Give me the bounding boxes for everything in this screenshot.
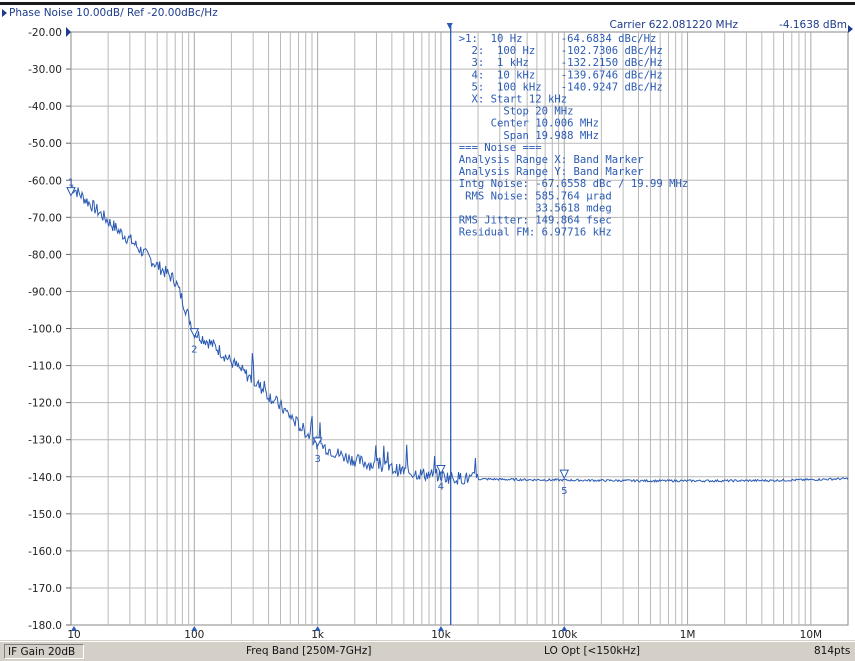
marker-triangle <box>66 187 76 197</box>
marker-label: 4 <box>438 482 444 493</box>
y-tick-label: -90.00 <box>28 286 62 298</box>
carrier-frequency: Carrier 622.081220 MHz <box>609 19 738 31</box>
phase-noise-trace <box>71 185 849 485</box>
y-tick-label: -50.00 <box>28 138 62 150</box>
readout-line: Stop 20 MHz <box>459 106 574 118</box>
readout-line: RMS Noise: 585.764 µrad <box>459 190 612 202</box>
axis-marker-icon <box>437 626 444 631</box>
readout-line: RMS Jitter: 149.864 fsec <box>459 215 612 227</box>
readout-line: Analysis Range X: Band Marker <box>459 154 644 166</box>
x-tick-label: 10M <box>800 629 822 640</box>
axis-marker-icon <box>561 626 568 631</box>
readout-line: X: Start 12 kHz <box>459 94 567 106</box>
scroll-right-icon[interactable] <box>848 25 853 33</box>
readout-line: 4: 10 kHz -139.6746 dBc/Hz <box>459 69 663 81</box>
y-tick-label: -140.0 <box>28 472 62 484</box>
x-tick-label: 10 <box>67 629 80 640</box>
y-tick-label: -60.00 <box>28 175 62 187</box>
y-tick-label: -170.0 <box>28 583 62 595</box>
y-tick-label: -130.0 <box>28 435 62 447</box>
top-border <box>0 2 855 5</box>
marker-triangle <box>436 465 446 475</box>
x-tick-label: 100 <box>184 629 204 640</box>
marker-label: 5 <box>561 486 567 497</box>
readout-line: >1: 10 Hz -64.6834 dBc/Hz <box>459 33 657 45</box>
y-tick-label: -30.00 <box>28 64 62 76</box>
phase-noise-chart[interactable]: -20.00 -30.00 -40.00 -50.00 -60.00 -70.00 -80.… <box>0 0 855 640</box>
chart-header: Phase Noise 10.00dB/ Ref -20.00dBc/Hz Ca… <box>2 7 853 37</box>
analysis-range <box>446 23 453 625</box>
axis-marker-icon <box>314 626 321 631</box>
phase-noise-display: -20.00 -30.00 -40.00 -50.00 -60.00 -70.00 -80.… <box>0 0 855 640</box>
channel-arrow-icon <box>2 9 7 17</box>
readout-line: 33.5618 mdeg <box>459 202 612 214</box>
freq-band-status[interactable]: Freq Band [250M-7GHz] <box>246 645 372 657</box>
y-tick-label: -20.00 <box>28 27 62 39</box>
y-tick-label: -110.0 <box>28 361 62 373</box>
x-tick-label: 100k <box>551 629 578 640</box>
x-tick-label: 1k <box>311 629 325 640</box>
x-tick-label: 1M <box>680 629 696 640</box>
lo-opt-status[interactable]: LO Opt [<150kHz] <box>544 645 640 657</box>
axis-marker-icon <box>71 626 77 631</box>
marker-triangle <box>559 469 570 480</box>
y-tick-label: -150.0 <box>28 509 62 521</box>
readout-line: Span 19.988 MHz <box>459 130 599 142</box>
marker-readout: >1: 10 Hz -64.6834 dBc/Hz 2: 100 Hz -102… <box>459 33 689 239</box>
marker-label: 2 <box>191 345 197 356</box>
y-tick-label: -80.00 <box>28 249 62 261</box>
marker-label: 3 <box>314 454 320 465</box>
carrier-power: -4.1638 dBm <box>779 19 847 31</box>
y-tick-label: -40.00 <box>28 101 62 113</box>
readout-line: 5: 100 kHz -140.9247 dBc/Hz <box>459 81 663 93</box>
readout-line: 3: 1 kHz -132.2150 dBc/Hz <box>459 57 663 69</box>
axis-marker-icon <box>191 626 198 631</box>
readout-line: Analysis Range Y: Band Marker <box>459 166 644 178</box>
marker-triangle <box>312 437 323 448</box>
readout-line: Intg Noise: -67.6558 dBc / 19.99 MHz <box>459 178 689 190</box>
trace <box>71 185 849 485</box>
y-axis-ticks: -20.00 -30.00 -40.00 -50.00 -60.00 -70.00 -80.… <box>28 27 71 632</box>
status-bar: IF Gain 20dB Freq Band [250M-7GHz] LO Op… <box>0 641 855 661</box>
markers: 1 2 3 4 5 <box>66 178 570 631</box>
y-tick-label: -100.0 <box>28 324 62 336</box>
x-axis-ticks: 10 100 1k 10k 100k 1M 10M <box>67 629 822 640</box>
range-start-icon <box>446 23 453 29</box>
readout-line: === Noise === <box>459 142 542 154</box>
grid-lines <box>70 31 849 626</box>
y-tick-label: -160.0 <box>28 546 62 558</box>
readout-line: Residual FM: 6.97716 kHz <box>459 227 612 239</box>
x-tick-label: 10k <box>431 629 451 640</box>
points-status: 814pts <box>814 645 851 657</box>
y-tick-label: -180.0 <box>28 620 62 632</box>
y-tick-label: -70.00 <box>28 212 62 224</box>
readout-line: 2: 100 Hz -102.7306 dBc/Hz <box>459 45 663 57</box>
marker-label: 1 <box>68 178 74 189</box>
ref-level-arrow-icon[interactable] <box>66 27 71 37</box>
marker-triangle <box>189 328 200 338</box>
y-tick-label: -120.0 <box>28 398 62 410</box>
if-gain-status[interactable]: IF Gain 20dB <box>4 644 84 659</box>
readout-line: Center 10.006 MHz <box>459 118 599 130</box>
chart-title: Phase Noise 10.00dB/ Ref -20.00dBc/Hz <box>9 7 218 19</box>
